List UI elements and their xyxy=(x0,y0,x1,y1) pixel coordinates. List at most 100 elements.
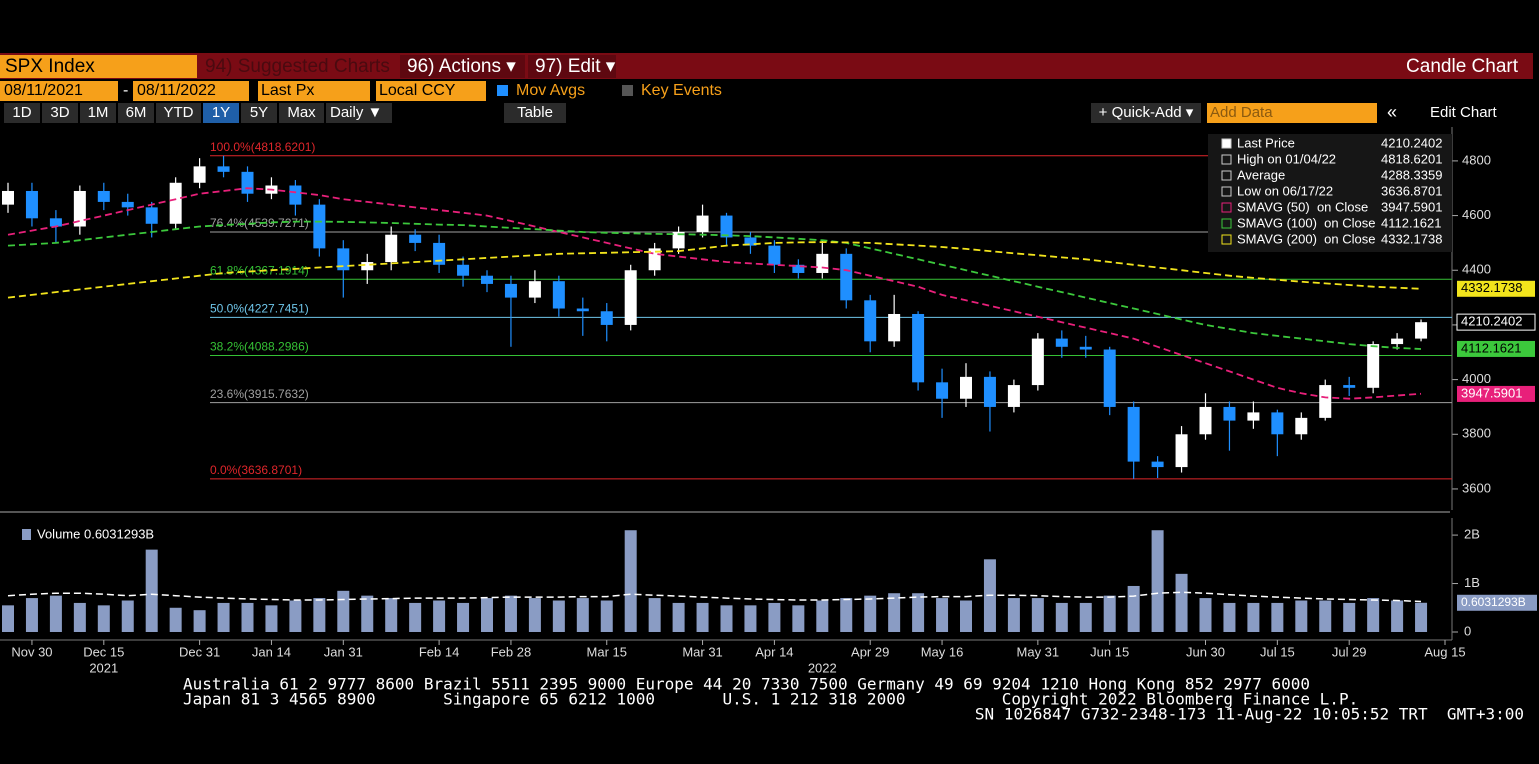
range-button[interactable]: 3D xyxy=(50,104,69,121)
range-button[interactable]: 6M xyxy=(126,104,147,121)
volume-tag xyxy=(1457,594,1537,611)
price-tag xyxy=(1456,313,1536,331)
mov-avgs[interactable]: Mov Avgs xyxy=(516,82,585,99)
volume-bar xyxy=(648,598,661,632)
volume-bar xyxy=(1151,530,1164,632)
volume-bar xyxy=(768,602,781,632)
volume-bar xyxy=(672,602,685,632)
candle-body xyxy=(864,300,877,342)
range-button[interactable]: YTD xyxy=(164,104,194,121)
checkbox[interactable] xyxy=(497,85,508,96)
frequency[interactable]: Daily ▼ xyxy=(330,104,382,121)
price-tag-label: 4210.2402 xyxy=(1461,314,1522,329)
moving-average xyxy=(7,241,1422,299)
moving-average xyxy=(7,220,1422,350)
start-date[interactable]: 08/11/2021 xyxy=(4,82,83,99)
candle-body xyxy=(552,281,565,309)
legend-value: 4332.1738 xyxy=(1381,231,1442,246)
legend-value: 4288.3359 xyxy=(1381,167,1442,182)
dash: - xyxy=(123,82,128,99)
x-tick-label: Jul 29 xyxy=(1332,644,1367,659)
candle-body xyxy=(600,311,613,325)
button[interactable] xyxy=(156,103,201,123)
range-button[interactable]: Max xyxy=(287,104,316,121)
button[interactable] xyxy=(4,103,40,123)
currency[interactable]: Local CCY xyxy=(379,82,456,99)
add-data[interactable]: Add Data xyxy=(1210,104,1273,121)
button[interactable] xyxy=(326,103,392,123)
y-tick-label: 4400 xyxy=(1462,262,1491,277)
volume-bar xyxy=(912,593,925,632)
candle-body xyxy=(624,270,637,325)
legend-value: 4210.2402 xyxy=(1381,135,1442,150)
candle-body xyxy=(481,275,493,284)
date-box[interactable] xyxy=(0,81,118,101)
menu[interactable]: 97) Edit ▾ xyxy=(535,56,616,77)
volume-bar xyxy=(2,605,14,632)
candle-body xyxy=(1271,412,1284,435)
title-bar xyxy=(0,53,1533,79)
x-tick-label: May 31 xyxy=(1017,644,1060,659)
add-data-box[interactable] xyxy=(1207,103,1377,123)
legend-name: Average xyxy=(1237,167,1285,182)
volume-bar xyxy=(457,602,470,632)
table-button[interactable]: Table xyxy=(517,104,553,121)
volume-bar xyxy=(1079,602,1092,632)
candle-body xyxy=(217,166,230,172)
volume-bar xyxy=(265,605,278,632)
button[interactable] xyxy=(241,103,277,123)
range-button[interactable]: 1D xyxy=(12,104,31,121)
volume-bar xyxy=(289,600,302,632)
collapse[interactable]: « xyxy=(1387,102,1397,122)
range-button[interactable]: 5Y xyxy=(250,104,268,121)
key-events[interactable]: Key Events xyxy=(641,82,722,99)
menu[interactable]: 96) Actions ▾ xyxy=(407,56,516,77)
field-box[interactable] xyxy=(258,81,370,101)
legend-box xyxy=(1208,134,1452,252)
checkbox[interactable] xyxy=(622,85,633,96)
volume-bar xyxy=(241,602,254,632)
volume-bar xyxy=(1223,602,1236,632)
button[interactable] xyxy=(279,103,324,123)
button[interactable] xyxy=(203,103,239,123)
candle-body xyxy=(1295,417,1308,435)
ticker-box[interactable] xyxy=(0,55,197,78)
field[interactable]: Last Px xyxy=(261,82,314,99)
end-date[interactable]: 08/11/2022 xyxy=(137,82,216,99)
volume-bar xyxy=(97,605,110,632)
menu[interactable]: 94) Suggested Charts xyxy=(205,56,390,77)
legend-value: 4818.6201 xyxy=(1381,151,1442,166)
ccy-box[interactable] xyxy=(376,81,486,101)
date-box[interactable] xyxy=(133,81,249,101)
button[interactable] xyxy=(118,103,154,123)
button[interactable] xyxy=(504,103,566,123)
price-tag xyxy=(1457,340,1535,357)
edit-chart[interactable]: Edit Chart xyxy=(1430,104,1498,121)
button[interactable] xyxy=(80,103,116,123)
volume-bar xyxy=(1103,595,1116,632)
button[interactable] xyxy=(1091,103,1201,123)
fib-label: 0.0%(3636.8701) xyxy=(210,463,302,477)
candle-body xyxy=(457,264,470,276)
volume-bar xyxy=(936,598,949,632)
legend-name: SMAVG (100) on Close xyxy=(1237,215,1375,230)
legend-name: Low on 06/17/22 xyxy=(1237,183,1333,198)
fib-label: 23.6%(3915.7632) xyxy=(210,387,309,401)
chart-kind: Candle Chart xyxy=(1406,56,1519,77)
price-tag-label: 4332.1738 xyxy=(1461,280,1522,295)
volume-bar xyxy=(1295,600,1308,632)
range-button[interactable]: 1M xyxy=(88,104,109,121)
quick-add[interactable]: + Quick-Add ▾ xyxy=(1099,104,1194,121)
x-tick-label: Jul 15 xyxy=(1260,644,1295,659)
ticker[interactable]: SPX Index xyxy=(5,56,95,77)
candle-body xyxy=(1367,344,1380,388)
y-tick-label: 4600 xyxy=(1462,207,1491,222)
range-button[interactable]: 1Y xyxy=(212,104,230,121)
candle-body xyxy=(1223,406,1236,421)
button[interactable] xyxy=(42,103,78,123)
x-tick-label: Apr 29 xyxy=(851,644,889,659)
volume-bar xyxy=(552,600,565,632)
volume-bar xyxy=(960,600,972,632)
volume-bar xyxy=(504,595,517,632)
